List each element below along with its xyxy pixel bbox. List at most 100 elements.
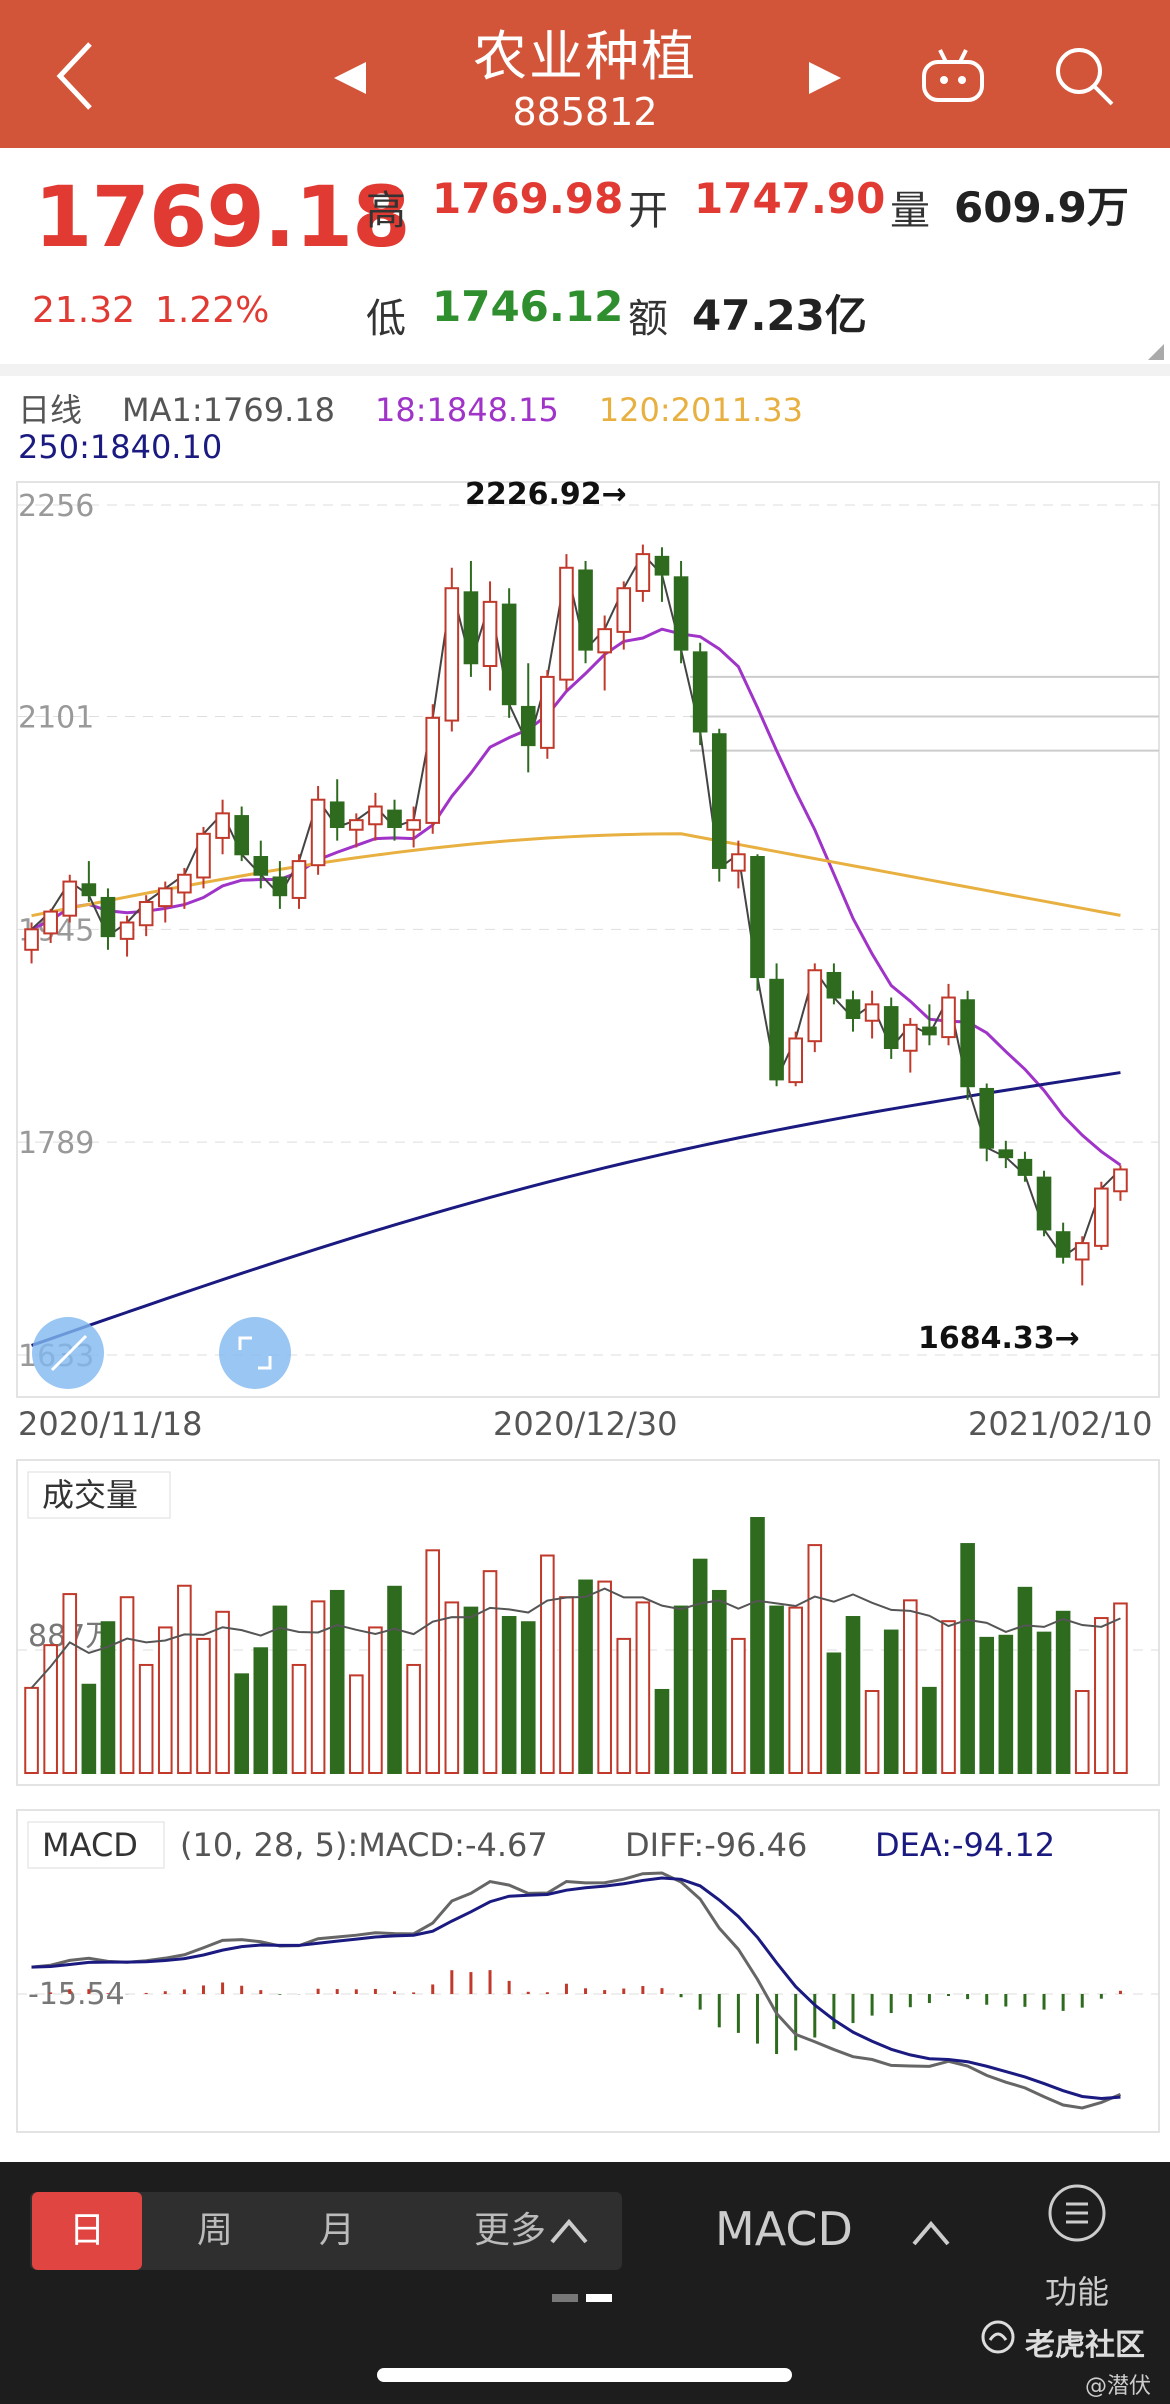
macd-params: (10, 28, 5):MACD:-4.67 — [180, 1826, 548, 1864]
candle — [406, 806, 421, 848]
candle — [540, 670, 555, 759]
volume-label: 量 — [890, 188, 930, 234]
candle — [711, 728, 727, 882]
low-label: 低 — [366, 296, 406, 342]
candle — [673, 560, 689, 664]
volume-bar — [673, 1605, 689, 1774]
expand-corner-icon[interactable] — [1148, 344, 1164, 360]
volume-bar — [807, 1544, 823, 1774]
y-tick-label: 2256 — [18, 489, 94, 524]
candle — [81, 861, 97, 903]
open-label: 开 — [628, 188, 668, 234]
candle — [845, 990, 861, 1032]
price-chart[interactable]: 22562101194517891633 2226.92→ 1684.33→ — [0, 470, 1170, 1430]
volume-bar — [616, 1637, 632, 1774]
candle — [138, 895, 154, 937]
candle — [1094, 1181, 1109, 1250]
candle — [62, 874, 78, 923]
volume-bar — [291, 1663, 307, 1775]
macd-frame — [16, 1809, 1160, 2133]
macd-label-box — [27, 1821, 165, 1869]
page-dot-2 — [586, 2294, 612, 2302]
volume-label-box — [27, 1471, 171, 1519]
menu-icon[interactable] — [1046, 2182, 1108, 2244]
back-icon[interactable] — [52, 38, 98, 114]
volume-bar — [234, 1673, 249, 1774]
candle — [692, 642, 708, 746]
candle — [979, 1083, 995, 1162]
volume-bar — [215, 1610, 230, 1774]
volume-bar — [157, 1626, 173, 1774]
candle — [177, 867, 192, 909]
next-icon[interactable] — [805, 58, 845, 98]
candle — [234, 806, 249, 862]
volume-bar — [329, 1589, 345, 1774]
volume-bar — [864, 1690, 880, 1774]
ma120-line — [31, 832, 1121, 918]
prev-icon[interactable] — [330, 58, 370, 98]
volume-bar — [1113, 1602, 1128, 1774]
high-label: 高 — [366, 188, 406, 234]
candle — [807, 963, 823, 1053]
scroll-left-button[interactable] — [32, 1317, 104, 1389]
candle — [635, 544, 651, 602]
volume-bar — [845, 1616, 861, 1774]
volume-bar — [769, 1605, 784, 1774]
volume-bar — [368, 1626, 383, 1774]
candle — [43, 908, 58, 943]
macd-chart[interactable]: MACD (10, 28, 5):MACD:-4.67 DIFF:-96.46 … — [0, 1808, 1170, 2136]
macd-label: MACD — [42, 1826, 138, 1864]
candle — [922, 1004, 937, 1046]
candle — [941, 983, 956, 1046]
volume-value: 609.9万 — [954, 183, 1129, 232]
volume-bar — [272, 1605, 288, 1774]
candle — [368, 792, 383, 841]
fullscreen-button[interactable] — [219, 1317, 291, 1389]
candle — [1036, 1170, 1052, 1237]
tab-day[interactable]: 日 — [32, 2192, 142, 2270]
chevron-up-icon[interactable] — [548, 2216, 590, 2246]
robot-icon[interactable] — [918, 48, 988, 104]
candle — [291, 854, 307, 909]
open-value: 1747.90 — [694, 174, 886, 223]
indicator-chevron-up-icon[interactable] — [910, 2218, 952, 2248]
candle — [769, 963, 784, 1087]
volume-bar — [731, 1637, 746, 1774]
date-start: 2020/11/18 — [18, 1405, 203, 1443]
amount-value: 47.23亿 — [692, 291, 867, 340]
volume-bar — [349, 1674, 364, 1774]
candle — [597, 615, 612, 691]
search-icon[interactable] — [1052, 44, 1116, 108]
home-indicator[interactable] — [377, 2368, 792, 2382]
candle — [196, 826, 211, 889]
volume-bar — [177, 1584, 192, 1774]
candle — [788, 1031, 803, 1087]
tab-month[interactable]: 月 — [318, 2210, 355, 2251]
volume-bar — [540, 1554, 555, 1775]
ma18-value: 18:1848.15 — [374, 391, 559, 429]
tab-week[interactable]: 周 — [196, 2210, 233, 2251]
function-label[interactable]: 功能 — [1045, 2273, 1110, 2311]
date-end: 2021/02/10 — [968, 1405, 1153, 1443]
candle — [253, 840, 269, 889]
stock-code: 885812 — [512, 90, 658, 134]
volume-bar — [998, 1634, 1014, 1774]
tab-more[interactable]: 更多 — [473, 2210, 546, 2251]
volume-bar — [81, 1683, 97, 1774]
ma-lines — [30, 552, 1122, 1347]
volume-chart[interactable]: 成交量 887万 — [0, 1458, 1170, 1788]
volume-bar — [43, 1644, 58, 1774]
volume-bar — [100, 1621, 116, 1774]
credit: @潜伏 — [1085, 2374, 1152, 2399]
date-mid: 2020/12/30 — [493, 1405, 678, 1443]
candle — [100, 888, 116, 950]
high-annotation: 2226.92→ — [465, 477, 627, 512]
watermark: 老虎社区 — [1025, 2328, 1145, 2363]
volume-bar — [922, 1686, 937, 1775]
candle — [520, 663, 536, 773]
ma1-line — [30, 552, 1122, 1259]
volume-bar — [960, 1543, 975, 1774]
price-gridlines — [17, 504, 1159, 1356]
candle — [215, 799, 230, 855]
indicator-selector[interactable]: MACD — [715, 2202, 853, 2256]
